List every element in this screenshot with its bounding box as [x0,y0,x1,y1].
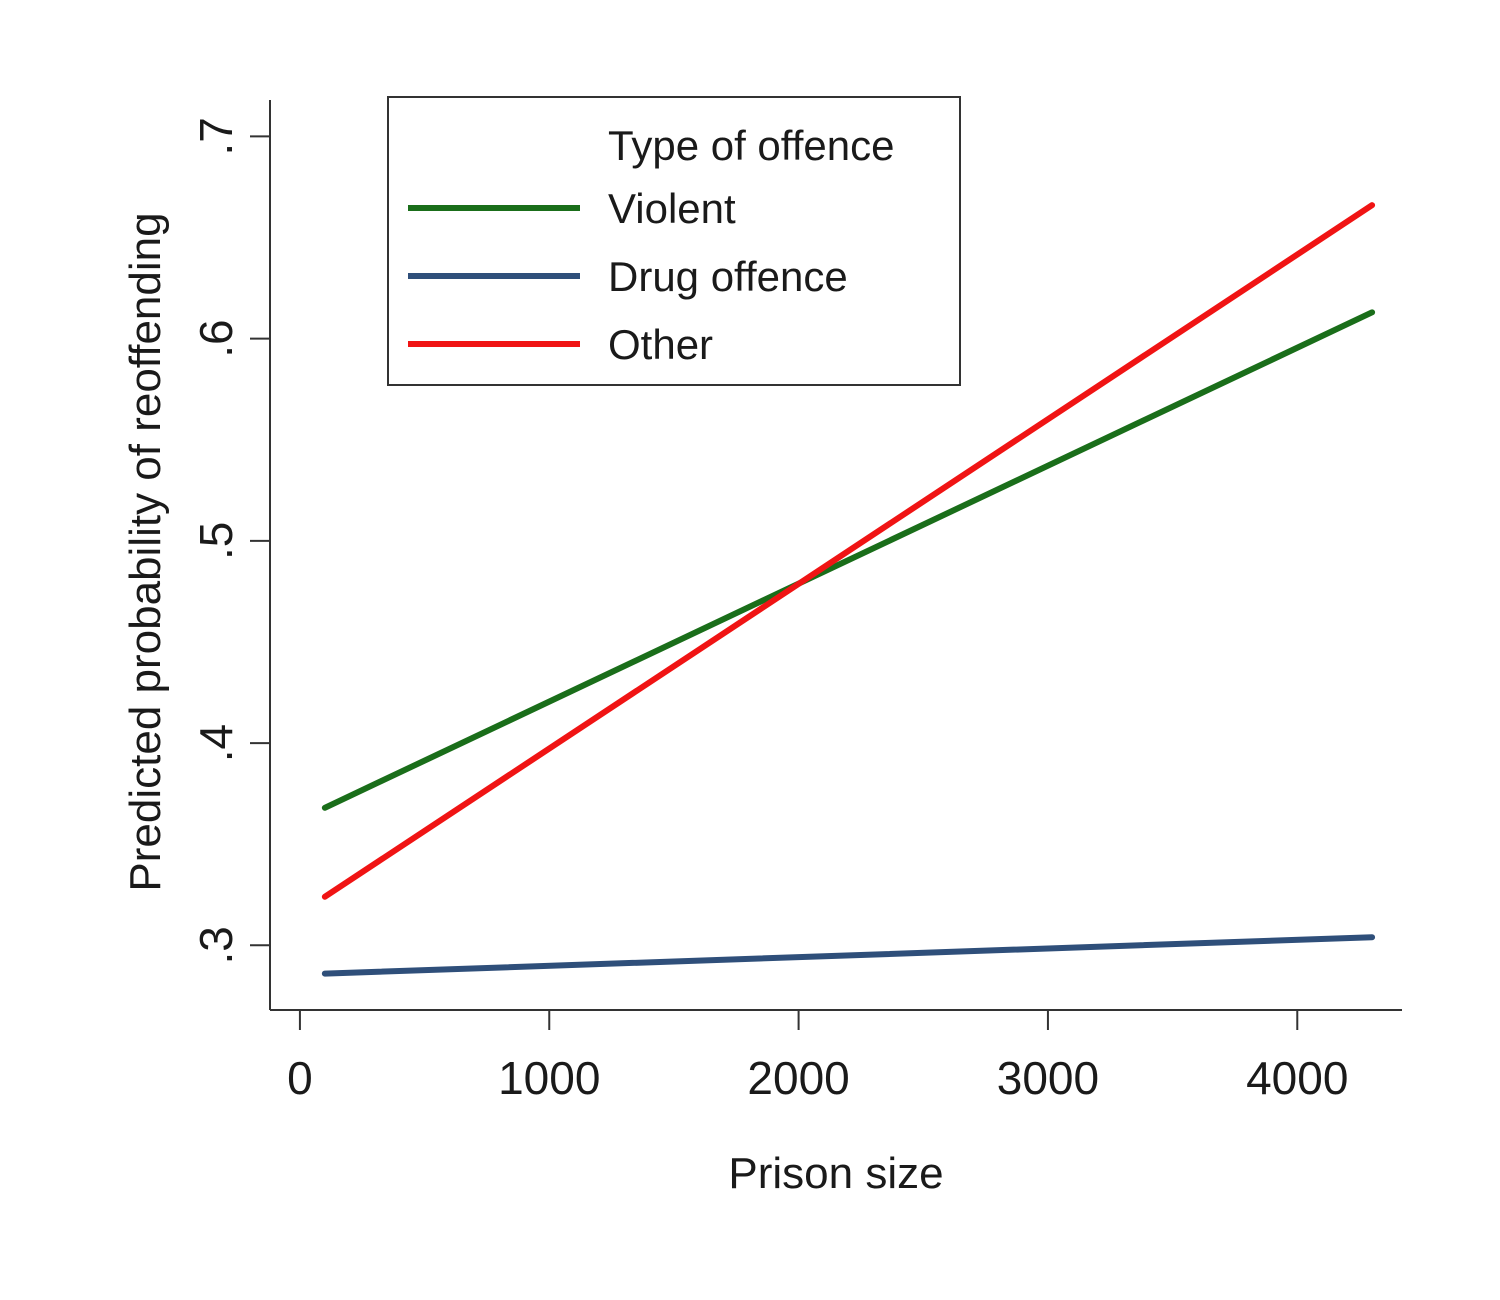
legend-label-drug-offence: Drug offence [608,253,848,300]
y-tick-label: .6 [190,319,242,357]
axes: 0 1000 2000 3000 4000 .3 .4 .5 .6 .7 [190,100,1402,1104]
x-tick-label: 3000 [997,1052,1099,1104]
legend-items: Violent Drug offence Other [408,185,848,368]
legend-title: Type of offence [608,122,894,169]
legend-label-other: Other [608,321,713,368]
x-tick-label: 2000 [747,1052,849,1104]
series-line-other [321,202,1376,900]
x-tick-label: 4000 [1246,1052,1348,1104]
y-tick-label: .5 [190,522,242,560]
legend-box [387,96,961,386]
y-tick-label: .3 [190,926,242,964]
y-tick-label: .7 [190,117,242,155]
y-tick-label: .4 [190,724,242,762]
legend: Type of offence Violent Drug offence Other [387,96,961,386]
x-tick-label: 0 [287,1052,313,1104]
x-axis-title: Prison size [728,1149,943,1198]
x-tick-label: 1000 [498,1052,600,1104]
y-axis-title: Predicted probability of reoffending [121,212,170,891]
series-layer [321,202,1376,977]
series-line-drug-offence [321,934,1376,977]
series-line-violent [321,309,1376,811]
legend-label-violent: Violent [608,185,736,232]
